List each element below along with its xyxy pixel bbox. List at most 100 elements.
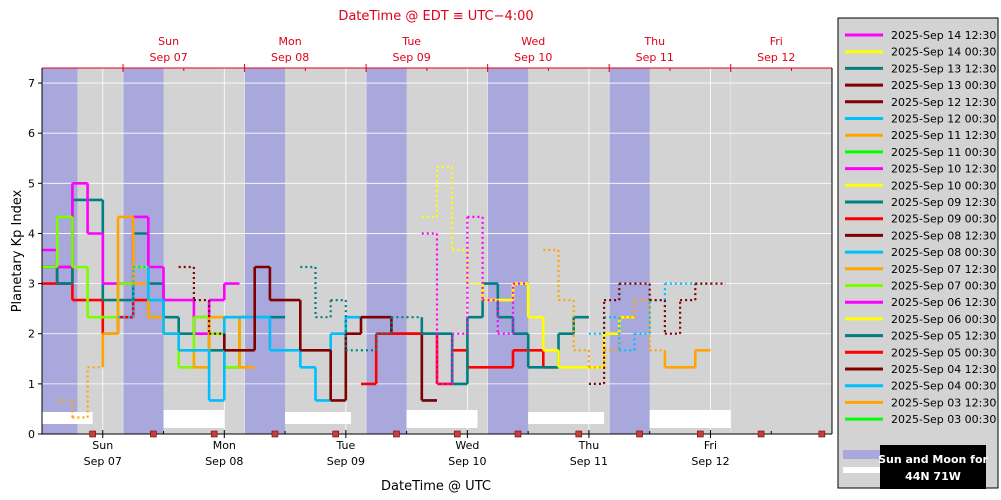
top-date-label: Sep 07	[149, 51, 187, 64]
night-band	[123, 68, 164, 434]
bottom-date-label: Sep 11	[570, 455, 608, 468]
y-axis-label: Planetary Kp Index	[10, 189, 25, 312]
series-line-forecast	[300, 265, 422, 352]
series-layer	[42, 165, 726, 419]
night-band	[366, 68, 407, 434]
sun-marker	[697, 430, 704, 438]
legend-night-swatch	[843, 450, 883, 459]
badge-line-2: 44N 71W	[905, 470, 961, 483]
legend-label: 2025-Sep 03 12:30	[891, 396, 996, 409]
legend-label: 2025-Sep 09 00:30	[891, 213, 996, 226]
bottom-day-label: Mon	[213, 439, 236, 452]
legend-label: 2025-Sep 11 00:30	[891, 146, 996, 159]
legend-label: 2025-Sep 13 00:30	[891, 79, 996, 92]
top-day-label: Mon	[279, 35, 302, 48]
y-tick-label: 2	[28, 328, 35, 341]
y-tick-label: 5	[28, 177, 35, 190]
y-tick-label: 7	[28, 77, 35, 90]
legend-label: 2025-Sep 14 00:30	[891, 46, 996, 59]
legend-label: 2025-Sep 11 12:30	[891, 129, 996, 142]
y-tick-label: 6	[28, 127, 35, 140]
top-day-label: Fri	[770, 35, 783, 48]
top-axis-title: DateTime @ EDT ≡ UTC−4:00	[338, 9, 533, 24]
legend-label: 2025-Sep 04 00:30	[891, 380, 996, 393]
sun-marker	[332, 430, 340, 438]
sun-marker	[271, 430, 279, 438]
bottom-day-label: Sun	[92, 439, 113, 452]
badge-line-1: Sun and Moon for	[878, 453, 988, 466]
top-date-label: Sep 10	[514, 51, 552, 64]
legend-label: 2025-Sep 06 12:30	[891, 296, 996, 309]
bottom-day-label: Thu	[578, 439, 600, 452]
top-day-label: Thu	[643, 35, 665, 48]
axis-ticks: 0 1 2 3 4 5 6 7	[28, 64, 826, 441]
legend-moon-swatch	[843, 467, 883, 473]
night-bands	[42, 68, 650, 434]
moon-bar	[163, 410, 225, 428]
bottom-date-label: Sep 09	[327, 455, 365, 468]
legend-label: 2025-Sep 03 00:30	[891, 413, 996, 426]
sun-marker	[210, 430, 218, 438]
moon-bar	[42, 412, 93, 424]
moon-bar	[528, 412, 605, 424]
day-labels: Sun Sep 07 Sun Sep 07 Mon Sep 08 Mon Sep 08 Tue S…	[84, 35, 796, 468]
legend-label: 2025-Sep 12 00:30	[891, 113, 996, 126]
night-band	[609, 68, 650, 434]
legend-label: 2025-Sep 08 12:30	[891, 229, 996, 242]
y-tick-label: 4	[28, 227, 35, 240]
legend-label: 2025-Sep 07 00:30	[891, 280, 996, 293]
sun-marker	[89, 430, 96, 438]
legend-label: 2025-Sep 12 12:30	[891, 96, 996, 109]
sun-marker	[514, 430, 522, 438]
legend-label: 2025-Sep 10 00:30	[891, 179, 996, 192]
y-tick-label: 1	[28, 378, 35, 391]
top-day-label: Sun	[158, 35, 179, 48]
night-band	[244, 68, 286, 434]
top-date-label: Sep 12	[757, 51, 795, 64]
bottom-date-label: Sep 07	[84, 455, 122, 468]
bottom-day-label: Tue	[335, 439, 355, 452]
bottom-date-label: Sep 08	[205, 455, 243, 468]
top-day-label: Tue	[401, 35, 421, 48]
legend-label: 2025-Sep 06 00:30	[891, 313, 996, 326]
series-line-forecast	[118, 265, 149, 319]
series-line	[663, 349, 711, 369]
top-date-label: Sep 11	[636, 51, 674, 64]
top-date-label: Sep 09	[393, 51, 431, 64]
bottom-date-label: Sep 10	[448, 455, 486, 468]
series-line-forecast	[588, 282, 726, 385]
bottom-day-label: Wed	[455, 439, 479, 452]
legend-label: 2025-Sep 13 12:30	[891, 62, 996, 75]
series-line-forecast	[421, 165, 483, 285]
legend-label: 2025-Sep 04 12:30	[891, 363, 996, 376]
sun-marker	[818, 430, 826, 438]
legend-label: 2025-Sep 05 12:30	[891, 330, 996, 343]
legend-label: 2025-Sep 08 00:30	[891, 246, 996, 259]
moon-bars	[42, 410, 731, 428]
y-tick-label: 0	[28, 428, 35, 441]
bottom-day-label: Fri	[704, 439, 717, 452]
moon-bar	[649, 410, 731, 428]
series-line-forecast	[421, 215, 529, 385]
sun-marker	[636, 430, 643, 438]
bottom-date-label: Sep 12	[691, 455, 729, 468]
legend: 2025-Sep 14 12:30 2025-Sep 14 00:30 2025-S…	[845, 29, 996, 426]
y-tick-label: 3	[28, 278, 35, 291]
sun-marker	[393, 430, 400, 438]
moon-bar	[285, 412, 351, 424]
night-band	[487, 68, 529, 434]
top-date-label: Sep 08	[271, 51, 309, 64]
sun-marker	[575, 430, 583, 438]
sun-marker	[757, 430, 765, 438]
legend-label: 2025-Sep 05 00:30	[891, 346, 996, 359]
series-line-forecast	[543, 248, 665, 369]
sun-marker	[150, 430, 157, 438]
sun-marker	[453, 430, 461, 438]
sun-moon-badge	[880, 445, 986, 489]
series-line-forecast	[178, 265, 225, 335]
legend-label: 2025-Sep 09 12:30	[891, 196, 996, 209]
x-axis-label: DateTime @ UTC	[381, 479, 491, 494]
moon-bar	[406, 410, 478, 428]
legend-label: 2025-Sep 07 12:30	[891, 263, 996, 276]
